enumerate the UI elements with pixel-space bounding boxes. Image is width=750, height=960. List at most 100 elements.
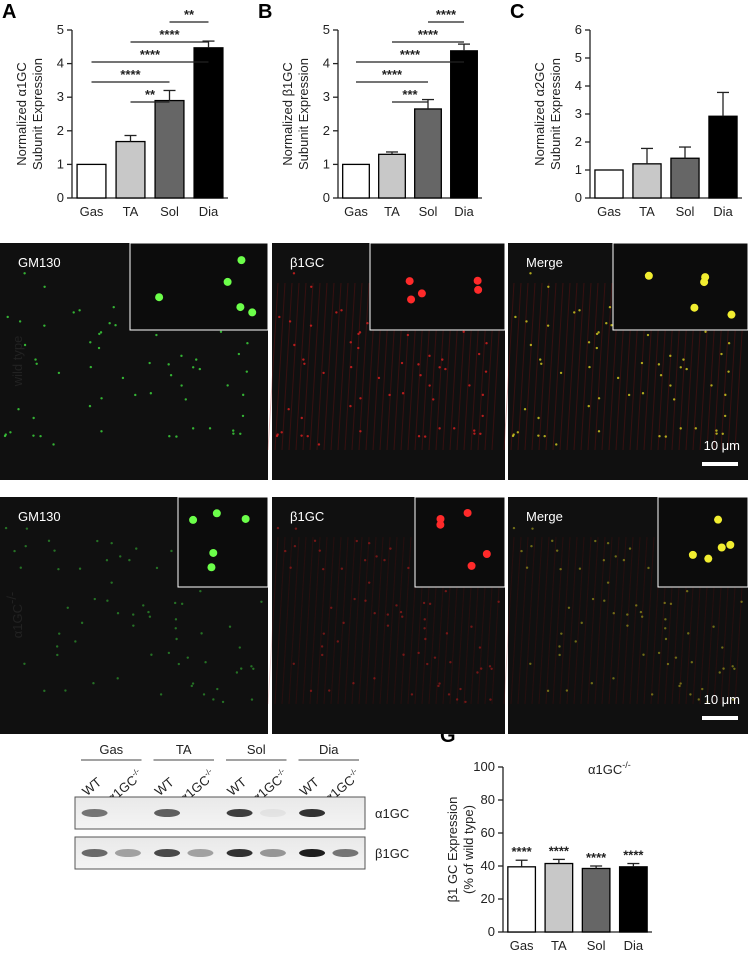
puncta: [198, 367, 202, 371]
striation: [636, 536, 648, 705]
puncta: [657, 363, 661, 366]
puncta: [313, 539, 317, 543]
puncta: [614, 555, 617, 558]
blot-band: [226, 849, 253, 857]
puncta: [349, 404, 352, 408]
puncta: [721, 432, 724, 435]
striation: [552, 282, 564, 451]
puncta: [455, 698, 459, 701]
puncta: [565, 689, 569, 692]
puncta: [646, 333, 650, 337]
puncta: [537, 416, 540, 420]
error-bar: [627, 862, 640, 867]
puncta: [721, 646, 724, 649]
blot-band: [114, 849, 141, 857]
inset-puncta: [155, 293, 164, 302]
puncta: [453, 427, 456, 430]
x-tick-label: TA: [639, 204, 655, 219]
puncta: [155, 566, 159, 570]
puncta: [349, 341, 352, 344]
puncta: [428, 384, 431, 387]
puncta: [276, 433, 279, 436]
puncta: [72, 311, 75, 314]
puncta: [489, 698, 492, 701]
puncta: [722, 667, 725, 670]
puncta: [235, 671, 239, 674]
puncta: [170, 549, 173, 553]
puncta: [110, 581, 113, 584]
inset-puncta: [482, 549, 491, 558]
puncta: [682, 358, 685, 361]
y-axis-label: Normalized α1GC: [14, 62, 29, 166]
lane-label-base: WT: [152, 774, 177, 799]
puncta: [58, 632, 61, 635]
puncta: [727, 342, 731, 345]
lane-label-base: WT: [224, 774, 249, 799]
puncta: [616, 376, 620, 380]
striation: [538, 282, 550, 451]
error-bar: [552, 858, 565, 864]
puncta: [357, 346, 360, 350]
x-tick-label: Sol: [419, 204, 438, 219]
puncta: [204, 661, 207, 664]
puncta: [540, 362, 543, 366]
puncta: [512, 526, 516, 530]
puncta: [212, 698, 215, 701]
puncta: [529, 272, 532, 275]
striation: [552, 536, 564, 705]
puncta: [43, 285, 46, 288]
puncta: [669, 354, 672, 358]
puncta: [567, 606, 571, 609]
puncta: [401, 615, 404, 618]
puncta: [177, 662, 181, 666]
puncta: [66, 606, 69, 609]
puncta: [672, 398, 676, 401]
puncta: [355, 539, 358, 543]
puncta: [386, 624, 390, 627]
puncta: [238, 646, 241, 649]
puncta: [626, 613, 629, 616]
striation: [393, 536, 405, 705]
striation: [309, 282, 321, 451]
striation: [566, 536, 578, 705]
significance-label: **: [145, 87, 156, 102]
puncta: [622, 558, 626, 562]
striation: [594, 536, 606, 705]
genotype-label-base: wild type: [10, 336, 25, 388]
scale-bar-label: 10 μm: [704, 692, 740, 707]
puncta: [4, 433, 7, 436]
puncta: [149, 392, 153, 395]
genotype-label-base: α1GC: [10, 604, 25, 638]
puncta: [539, 358, 542, 361]
y-tick-label: 3: [323, 89, 330, 104]
striation: [517, 536, 529, 705]
annotation-base: α1GC: [588, 762, 622, 777]
puncta: [100, 397, 103, 400]
puncta: [423, 435, 427, 438]
significance-label: ***: [402, 87, 418, 102]
striation: [274, 536, 286, 705]
y-tick-label: 2: [575, 134, 582, 149]
puncta: [23, 343, 27, 347]
puncta: [543, 434, 546, 438]
striation: [594, 282, 606, 451]
striation: [323, 536, 335, 705]
puncta: [303, 362, 306, 366]
puncta: [47, 539, 51, 543]
inset: [177, 496, 269, 588]
puncta: [428, 354, 431, 358]
puncta: [490, 667, 493, 670]
puncta: [191, 682, 195, 685]
puncta: [293, 343, 296, 347]
channel-label: GM130: [18, 255, 61, 270]
puncta: [445, 632, 449, 635]
annotation-sup: -/-: [622, 760, 631, 770]
puncta: [640, 361, 644, 365]
puncta: [640, 615, 644, 618]
puncta: [289, 566, 292, 569]
puncta: [55, 645, 59, 648]
y-tick-label: 0: [323, 190, 330, 205]
striation: [587, 282, 599, 451]
group-label: Dia: [319, 742, 339, 757]
puncta: [407, 566, 410, 570]
